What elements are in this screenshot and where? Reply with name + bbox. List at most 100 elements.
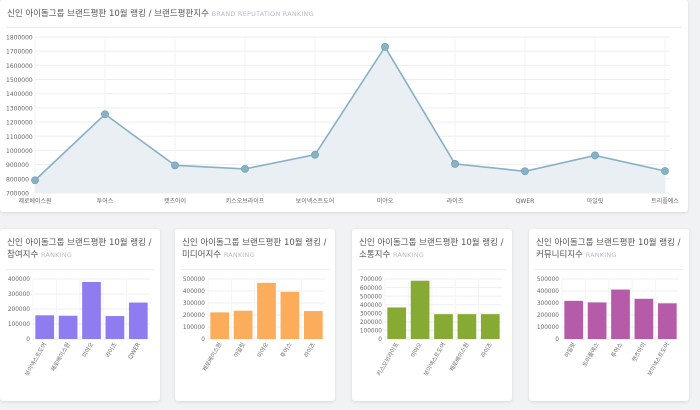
bar-x-tick-label: 투어스 — [609, 340, 624, 358]
main-y-tick-label: 1600000 — [6, 63, 33, 70]
bar-y-tick-label: 500000 — [537, 277, 559, 283]
main-y-tick-label: 1800000 — [6, 35, 33, 42]
participation-chart-title: 신인 아이돌그룹 브랜드평판 10월 랭킹 / 참여지수 RANKING — [7, 237, 152, 261]
bar-x-tick-label: 캣츠아이 — [630, 341, 648, 363]
bar-y-tick-label: 300000 — [8, 292, 30, 298]
community-title-line1: 신인 아이돌그룹 브랜드평판 10월 랭킹 / — [536, 238, 681, 248]
bar-x-tick-label: 보이넥스트도어 — [23, 341, 49, 377]
main-chart-title: 신인 아이돌그룹 브랜드평판 10월 랭킹 / 브랜드평판지수 BRAND RE… — [7, 8, 314, 20]
bar — [105, 316, 125, 339]
bar-x-tick-label: 제로베이스원 — [201, 341, 224, 373]
bar-x-tick-label: 라이즈 — [479, 340, 494, 358]
bar — [35, 315, 55, 339]
main-data-point — [171, 161, 179, 170]
media-divider — [181, 269, 329, 270]
bar-x-tick-label: 라이즈 — [302, 340, 317, 358]
main-area-fill — [35, 46, 665, 193]
communication-title-line1: 신인 아이돌그룹 브랜드평판 10월 랭킹 / — [359, 238, 504, 248]
communication-chart-title: 신인 아이돌그룹 브랜드평판 10월 랭킹 / 소통지수 RANKING — [359, 237, 504, 261]
media-title-line2: 미디어지수 — [182, 250, 222, 260]
participation-divider — [6, 269, 154, 270]
bar — [657, 303, 677, 339]
bar — [587, 302, 607, 339]
media-bar-chart: 0 100000 200000 300000 400000 500000 제로베이스원 아일릿… — [183, 277, 325, 373]
participation-bar-chart: 0 100000 200000 300000 400000 보이넥스트도어 제로베이스원 미야… — [8, 277, 150, 377]
bar — [434, 314, 453, 339]
bar-x-tick-label: 트리플에스 — [581, 340, 602, 368]
bar — [457, 314, 477, 339]
bar-x-tick-label: 미야오 — [409, 340, 424, 358]
bar-y-tick-label: 700000 — [360, 277, 382, 283]
main-y-tick-label: 1100000 — [6, 134, 33, 141]
bar — [257, 282, 276, 339]
bar-x-tick-label: 제로베이스원 — [448, 341, 471, 373]
bar-y-tick-label: 200000 — [183, 313, 205, 319]
main-data-point — [661, 167, 669, 175]
media-chart-title: 신인 아이돌그룹 브랜드평판 10월 랭킹 / 미디어지수 RANKING — [182, 237, 327, 261]
main-x-tick-label: 아일릿 — [587, 197, 604, 205]
bar-y-tick-label: 0 — [555, 337, 559, 343]
main-x-tick-label: 투어스 — [97, 197, 114, 205]
main-x-tick-label: 라이즈 — [447, 197, 464, 205]
main-data-point — [31, 176, 39, 185]
bar-y-tick-label: 600000 — [360, 286, 382, 292]
bar — [58, 315, 78, 339]
communication-divider — [358, 269, 506, 270]
bar — [280, 291, 300, 339]
bar-y-tick-label: 100000 — [183, 325, 205, 331]
main-y-tick-label: 700000 — [6, 191, 29, 198]
bar-x-tick-label: 보이넥스트도어 — [422, 341, 448, 377]
bar-y-tick-label: 0 — [378, 337, 382, 343]
bar-y-tick-label: 300000 — [183, 301, 205, 307]
bar-x-tick-label: 미야오 — [255, 340, 270, 358]
participation-chart-card: 신인 아이돌그룹 브랜드평판 10월 랭킹 / 참여지수 RANKING 0 10… — [0, 229, 160, 401]
main-chart-card: 신인 아이돌그룹 브랜드평판 10월 랭킹 / 브랜드평판지수 BRAND RE… — [0, 0, 688, 212]
media-title-line1: 신인 아이돌그룹 브랜드평판 10월 랭킹 / — [182, 238, 327, 248]
community-divider — [535, 269, 683, 270]
bar-y-tick-label: 300000 — [360, 311, 382, 317]
bar-y-tick-label: 400000 — [360, 303, 382, 309]
communication-bar-chart: 0 100000 200000 300000 400000 500000 600000 700… — [360, 277, 502, 377]
main-data-point — [311, 150, 319, 159]
main-chart-divider — [6, 27, 682, 28]
main-y-tick-label: 1700000 — [6, 49, 33, 56]
main-y-tick-label: 800000 — [6, 176, 29, 183]
main-x-tick-label: 트리플에스 — [651, 197, 679, 205]
media-chart-card: 신인 아이돌그룹 브랜드평판 10월 랭킹 / 미디어지수 RANKING 0 1… — [175, 229, 335, 401]
community-bar-chart: 0 100000 200000 300000 400000 500000 아일릿 트리플에스 투… — [537, 277, 679, 377]
bar-y-tick-label: 500000 — [183, 277, 205, 283]
main-x-tick-label: 캣츠아이 — [164, 197, 186, 205]
bar — [233, 310, 253, 339]
main-data-point — [591, 151, 599, 160]
bar-x-tick-label: 미야오 — [80, 340, 95, 358]
bar-y-tick-label: 100000 — [537, 325, 559, 331]
bar-y-tick-label: 200000 — [360, 320, 382, 326]
communication-chart-card: 신인 아이돌그룹 브랜드평판 10월 랭킹 / 소통지수 RANKING 0 10… — [352, 229, 512, 401]
bar — [387, 307, 407, 339]
main-chart-title-text: 신인 아이돌그룹 브랜드평판 10월 랭킹 / 브랜드평판지수 — [7, 9, 209, 19]
main-x-tick-label: 제로베이스원 — [18, 197, 51, 205]
bar-y-tick-label: 400000 — [8, 277, 30, 283]
bar-y-tick-label: 300000 — [537, 301, 559, 307]
main-area-chart: 700000 800000 900000 1000000 1100000 1200000 1… — [6, 35, 679, 206]
main-y-tick-label: 1500000 — [6, 77, 33, 84]
community-chart-card: 신인 아이돌그룹 브랜드평판 10월 랭킹 / 커뮤니티지수 RANKING 0… — [529, 229, 689, 401]
bar — [410, 280, 430, 339]
bar-y-tick-label: 400000 — [183, 289, 205, 295]
bar-x-tick-label: 보이넥스트도어 — [645, 341, 671, 377]
bar — [480, 314, 500, 339]
main-y-tick-label: 1400000 — [6, 91, 33, 98]
main-data-point — [101, 110, 109, 119]
community-subtitle: RANKING — [585, 251, 617, 259]
main-y-tick-label: 1200000 — [6, 120, 33, 127]
communication-subtitle: RANKING — [392, 251, 425, 259]
bar-y-tick-label: 200000 — [537, 313, 559, 319]
bar — [303, 311, 323, 339]
bar-x-tick-label: QWER — [128, 342, 142, 361]
communication-title-line2: 소통지수 — [359, 250, 391, 260]
bar — [210, 312, 230, 339]
main-data-point — [241, 164, 249, 173]
main-y-tick-label: 1000000 — [6, 148, 33, 155]
bar — [82, 282, 101, 339]
main-series-line — [34, 45, 666, 181]
